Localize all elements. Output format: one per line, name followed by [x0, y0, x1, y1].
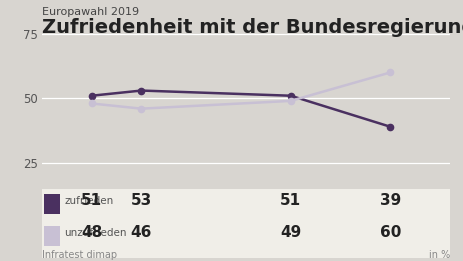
Text: in %: in % — [428, 250, 449, 260]
Text: 49: 49 — [280, 225, 300, 240]
Text: 51: 51 — [81, 193, 102, 208]
Text: 46: 46 — [131, 225, 152, 240]
Text: Infratest dimap: Infratest dimap — [42, 250, 117, 260]
Text: 53: 53 — [131, 193, 152, 208]
Text: Zufriedenheit mit der Bundesregierung: Zufriedenheit mit der Bundesregierung — [42, 18, 463, 37]
FancyBboxPatch shape — [44, 226, 60, 246]
Text: 60: 60 — [379, 225, 400, 240]
Text: 51: 51 — [280, 193, 300, 208]
Text: Europawahl 2019: Europawahl 2019 — [42, 7, 138, 16]
Text: 48: 48 — [81, 225, 102, 240]
Text: 39: 39 — [379, 193, 400, 208]
Text: zufrieden: zufrieden — [64, 196, 113, 206]
FancyBboxPatch shape — [44, 194, 60, 214]
Text: unzufrieden: unzufrieden — [64, 228, 126, 238]
